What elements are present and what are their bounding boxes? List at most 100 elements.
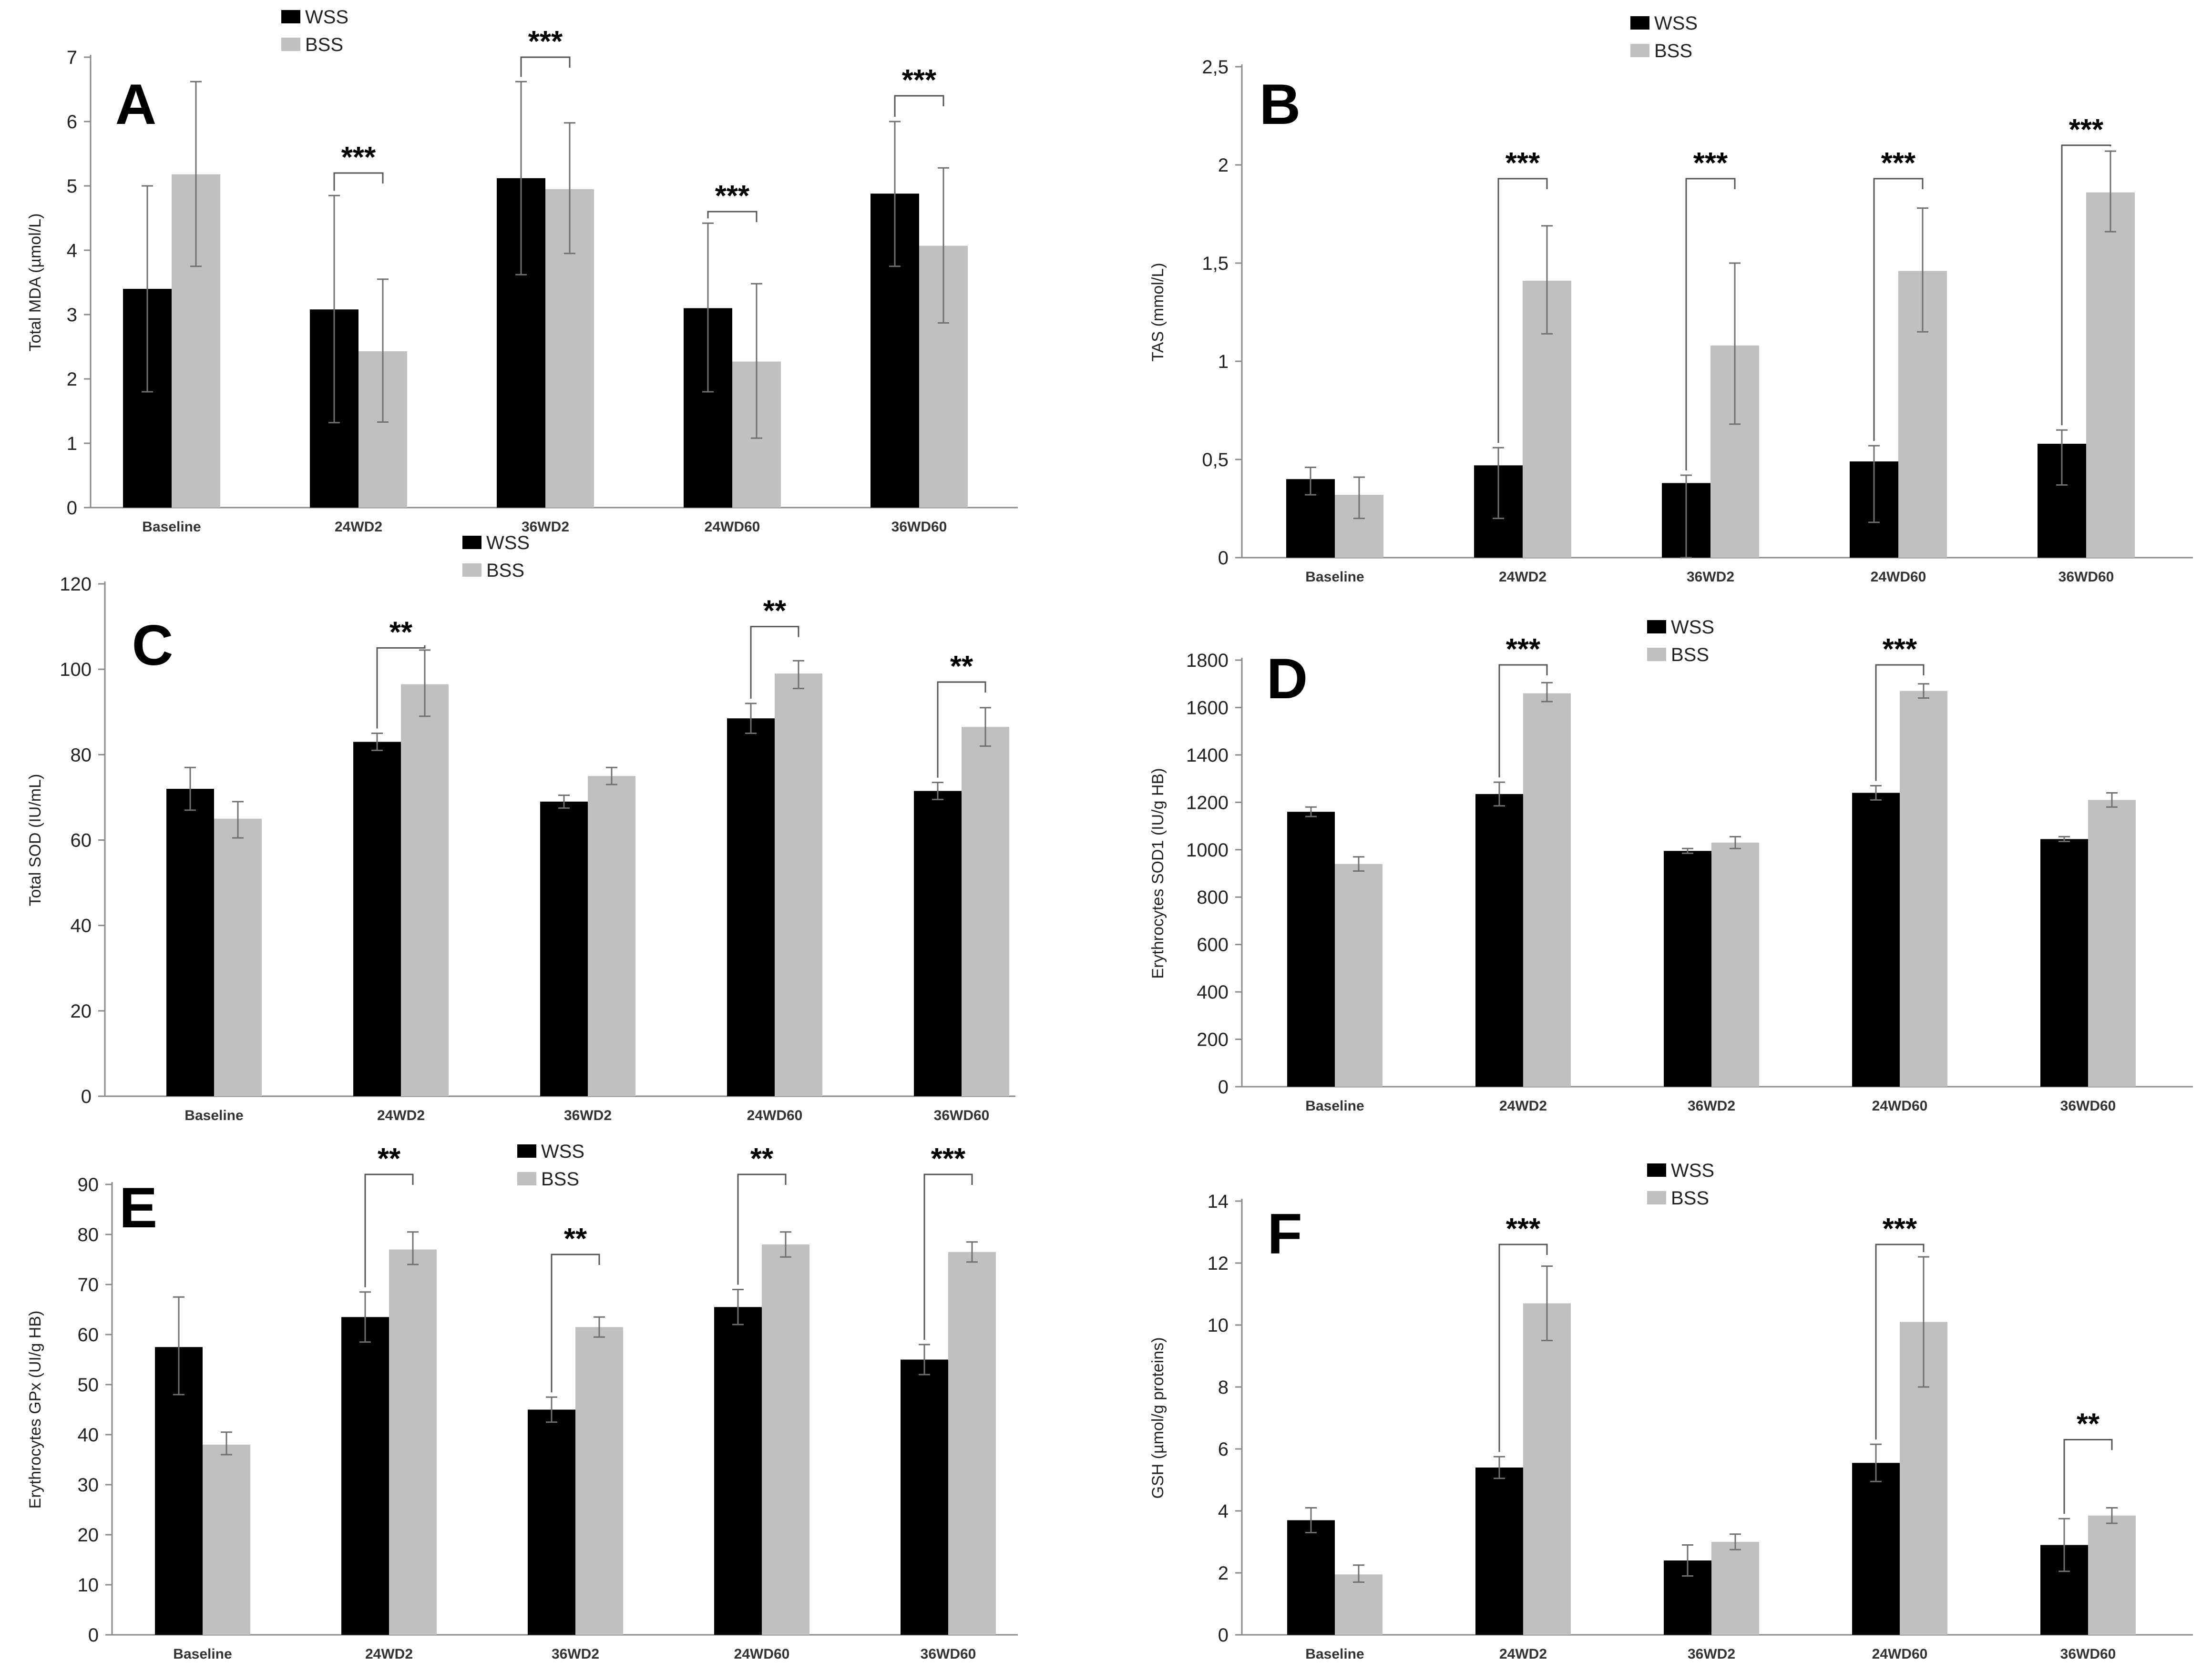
panel-a-y-tick-label: 6: [67, 112, 77, 133]
panel-f-y-tick-label: 4: [1218, 1501, 1229, 1522]
panel-a-category-label: 24WD2: [335, 519, 382, 535]
panel-d-bar-bss: [1900, 691, 1947, 1087]
panel-c-category-label: 36WD2: [564, 1108, 612, 1123]
panel-d-significance-label: ***: [1883, 633, 1917, 666]
panel-f-category-label: 36WD2: [1688, 1646, 1735, 1662]
panel-f-significance-bracket: [1498, 1244, 1548, 1452]
panel-e-significance-bracket: [923, 1173, 973, 1340]
panel-e-category-label: 24WD2: [365, 1646, 413, 1662]
panel-d-bar-wss: [1852, 793, 1900, 1087]
panel-e-category-label: 36WD60: [921, 1646, 976, 1662]
panel-f-y-tick-label: 8: [1218, 1377, 1229, 1398]
panel-d-y-tick-label: 0: [1218, 1077, 1229, 1098]
panel-d-legend-swatch-wss: [1647, 620, 1666, 633]
panel-d-significance-label: ***: [1506, 633, 1541, 666]
panel-d-y-tick-label: 1000: [1186, 840, 1229, 861]
panel-d-legend-label-wss: WSS: [1671, 617, 1714, 638]
panel-b-y-tick-label: 0,5: [1202, 449, 1229, 470]
panel-f-legend-label-wss: WSS: [1671, 1160, 1714, 1181]
panel-d: 0 200 400 600 800 1000 1200 1400 1600 1800 Erythro…: [1149, 617, 2193, 1114]
panel-f-legend-label-bss: BSS: [1671, 1188, 1709, 1209]
panel-a-legend-label-wss: WSS: [305, 7, 348, 28]
panel-d-significance-bracket: [1498, 664, 1548, 778]
panel-a-category-label: 24WD60: [705, 519, 760, 535]
panel-d-y-tick-label: 1600: [1186, 697, 1229, 718]
panel-c-bar-wss: [914, 791, 962, 1096]
panel-e-letter: E: [119, 1176, 157, 1240]
panel-f-bar-bss: [1335, 1574, 1382, 1635]
panel-e-category-label: 24WD60: [734, 1646, 790, 1662]
panel-f-y-tick-label: 2: [1218, 1563, 1229, 1584]
panel-e-y-tick-label: 40: [78, 1425, 99, 1446]
panel-c-bar-wss: [540, 801, 588, 1096]
panel-a-y-tick-label: 0: [67, 498, 77, 519]
panel-c-y-tick-label: 120: [60, 574, 92, 595]
panel-f-y-axis-label: GSH (µmol/g proteins): [1149, 1337, 1167, 1499]
panel-c-bar-bss: [214, 818, 262, 1096]
panel-d-y-tick-label: 1200: [1186, 792, 1229, 813]
panel-e-y-tick-label: 60: [78, 1325, 99, 1346]
panel-e-bar-wss: [341, 1317, 389, 1635]
panel-c-legend-swatch-bss: [462, 563, 481, 577]
panel-b-category-label: 36WD2: [1687, 569, 1734, 585]
panel-b-bar-bss: [2086, 192, 2135, 558]
panel-f-bar-wss: [1287, 1520, 1335, 1635]
panel-e-bar-bss: [762, 1244, 809, 1635]
panel-c-significance-bracket: [750, 626, 799, 699]
panel-c-category-label: 24WD60: [747, 1108, 803, 1123]
panel-b-letter: B: [1260, 72, 1301, 136]
panel-b-legend-label-wss: WSS: [1654, 13, 1698, 34]
panel-d-bar-bss: [1523, 693, 1571, 1087]
panel-f-y-tick-label: 14: [1208, 1191, 1229, 1212]
panel-a-y-tick-label: 1: [67, 433, 77, 454]
panel-c-y-tick-label: 40: [71, 916, 92, 937]
panel-e-y-tick-label: 90: [78, 1174, 99, 1195]
panel-c-significance-bracket: [937, 681, 986, 778]
panel-b-y-axis-label: TAS (mmol/L): [1149, 263, 1167, 361]
panel-e-y-tick-label: 10: [78, 1575, 99, 1596]
panel-b-significance-bracket: [1497, 178, 1548, 443]
panel-b-category-label: Baseline: [1305, 569, 1364, 585]
panel-c-bar-wss: [727, 718, 775, 1096]
panel-f-y-tick-label: 0: [1218, 1625, 1229, 1646]
panel-a-category-label: Baseline: [142, 519, 201, 535]
panel-f-bar-bss: [1711, 1542, 1759, 1635]
panel-e-legend-swatch-wss: [517, 1144, 536, 1158]
panel-e-y-tick-label: 80: [78, 1224, 99, 1245]
panel-c-y-tick-label: 0: [81, 1086, 92, 1107]
panel-d-category-label: 24WD2: [1499, 1098, 1547, 1114]
panel-e-category-label: Baseline: [173, 1646, 232, 1662]
panel-e-legend-label-bss: BSS: [541, 1169, 579, 1190]
panel-b-significance-bracket: [2061, 144, 2111, 426]
panel-f-letter: F: [1267, 1202, 1302, 1266]
panel-d-legend-label-bss: BSS: [1671, 644, 1709, 665]
panel-c-category-label: 36WD60: [934, 1108, 990, 1123]
panel-b-significance-label: ***: [1881, 147, 1916, 180]
panel-b-category-label: 36WD60: [2058, 569, 2114, 585]
panel-a-y-tick-label: 2: [67, 369, 77, 390]
panel-a-significance-bracket: [707, 211, 758, 222]
panel-e-bar-bss: [389, 1249, 437, 1635]
panel-c-y-tick-label: 100: [60, 659, 92, 680]
panel-d-letter: D: [1267, 647, 1308, 711]
panel-a: 0 1 2 3 4 5 6 7 Total MDA (µmol/L) Baseline 24WD2 3…: [26, 7, 1018, 535]
panel-c-significance-label: **: [763, 595, 787, 628]
panel-e-y-axis-label: Erythrocytes GPx (UI/g HB): [26, 1311, 44, 1509]
panel-f-bar-bss: [2088, 1515, 2136, 1635]
panel-b-legend-swatch-wss: [1630, 16, 1649, 30]
panel-b-significance-label: ***: [1505, 147, 1540, 180]
panel-e-y-tick-label: 70: [78, 1274, 99, 1295]
panel-c: 0 20 40 60 80 100 120 Total SOD (IU/mL) Baseline…: [26, 532, 1015, 1123]
panel-e-significance-label: **: [750, 1142, 774, 1175]
panel-d-category-label: Baseline: [1305, 1098, 1364, 1114]
panel-f-y-tick-label: 6: [1218, 1439, 1229, 1460]
panel-a-legend-label-bss: BSS: [305, 34, 343, 55]
panel-b-y-tick-label: 2,5: [1202, 57, 1229, 78]
panel-c-bar-wss: [166, 789, 214, 1096]
panel-a-legend-swatch-wss: [281, 10, 300, 23]
panel-e-significance-bracket: [364, 1173, 414, 1287]
panel-f-category-label: Baseline: [1305, 1646, 1364, 1662]
panel-c-category-label: 24WD2: [377, 1108, 425, 1123]
panel-c-bar-bss: [775, 673, 822, 1096]
